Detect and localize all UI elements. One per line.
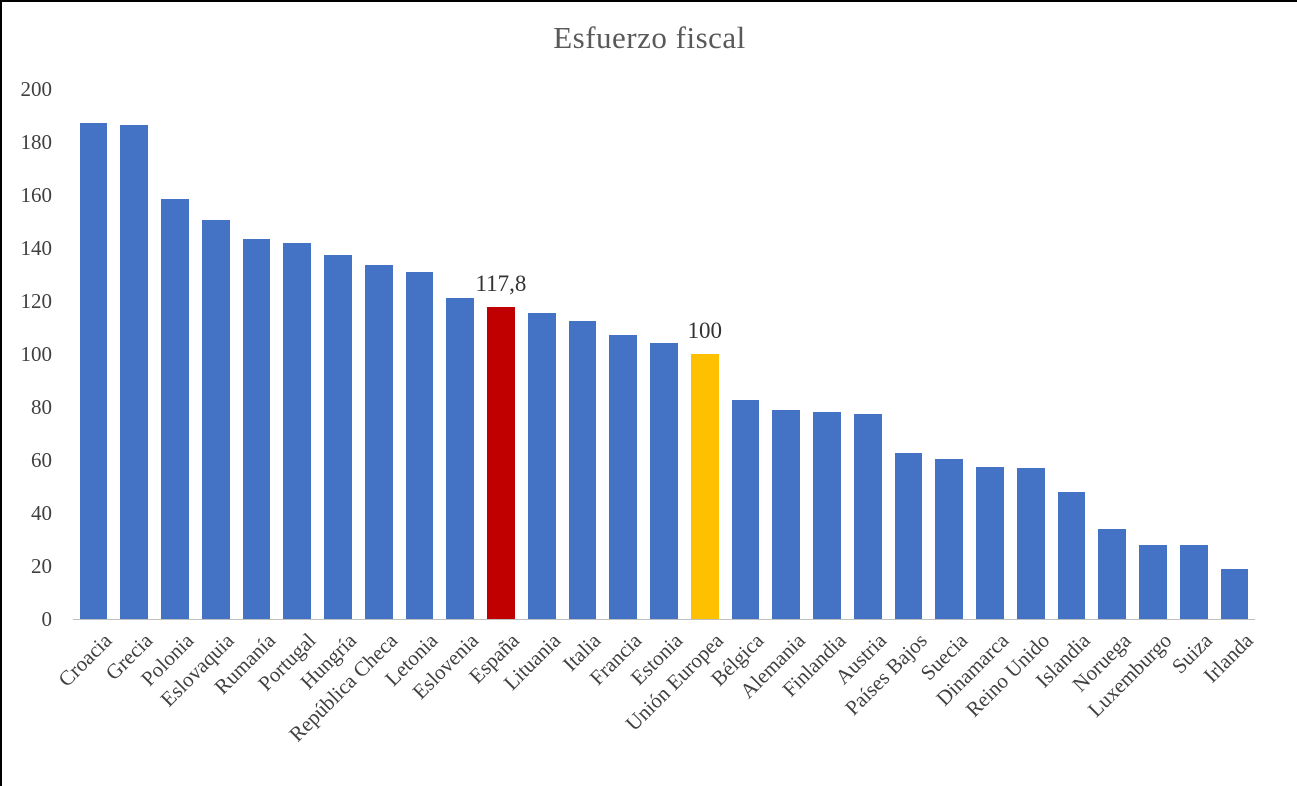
bar-hungria <box>324 254 352 619</box>
bar-republica-checa <box>364 265 393 619</box>
y-tick-label-180: 180 <box>20 130 53 154</box>
y-tick-label-160: 160 <box>20 183 53 207</box>
bar-italia <box>568 320 597 619</box>
y-tick-label-120: 120 <box>20 289 53 313</box>
y-tick-label-20: 20 <box>31 554 52 578</box>
bar-dinamarca <box>976 466 1004 619</box>
bar-suiza <box>1180 544 1208 619</box>
bar-suecia <box>935 458 964 619</box>
chart-title: Esfuerzo fiscal <box>553 20 746 55</box>
y-tick-label-80: 80 <box>31 395 52 419</box>
y-tick-label-100: 100 <box>20 342 53 366</box>
bar-francia <box>609 335 638 619</box>
bar-polonia <box>161 198 189 619</box>
bar-letonia <box>405 271 434 619</box>
x-axis-line <box>73 619 1255 620</box>
y-tick-label-40: 40 <box>31 501 52 525</box>
bar-espana <box>487 306 515 619</box>
y-tick-label-0: 0 <box>41 607 53 631</box>
data-label-union-europea: 100 <box>687 318 723 343</box>
bar-croacia <box>79 123 108 619</box>
y-tick-label-140: 140 <box>20 236 53 260</box>
bar-islandia <box>1057 491 1086 619</box>
bar-reino-unido <box>1016 467 1045 619</box>
data-label-espana: 117,8 <box>475 270 527 296</box>
bar-estonia <box>650 343 678 619</box>
bar-austria <box>853 413 882 619</box>
bar-rumania <box>242 238 271 619</box>
bar-luxemburgo <box>1139 544 1167 619</box>
bar-irlanda <box>1220 568 1249 619</box>
bar-noruega <box>1098 528 1127 619</box>
bar-eslovenia <box>446 298 475 619</box>
bar-union-europea <box>690 354 719 619</box>
bar-paises-bajos <box>894 453 923 619</box>
bar-eslovaquia <box>201 220 230 619</box>
bar-alemania <box>772 409 801 619</box>
x-label-croacia: Croacia <box>53 628 117 692</box>
bar-grecia <box>120 124 148 619</box>
y-tick-label-200: 200 <box>20 77 53 101</box>
y-tick-label-60: 60 <box>31 448 52 472</box>
bar-finlandia <box>813 412 841 619</box>
bar-portugal <box>283 242 312 619</box>
bar-belgica <box>731 400 760 619</box>
bar-lituania <box>527 312 556 619</box>
